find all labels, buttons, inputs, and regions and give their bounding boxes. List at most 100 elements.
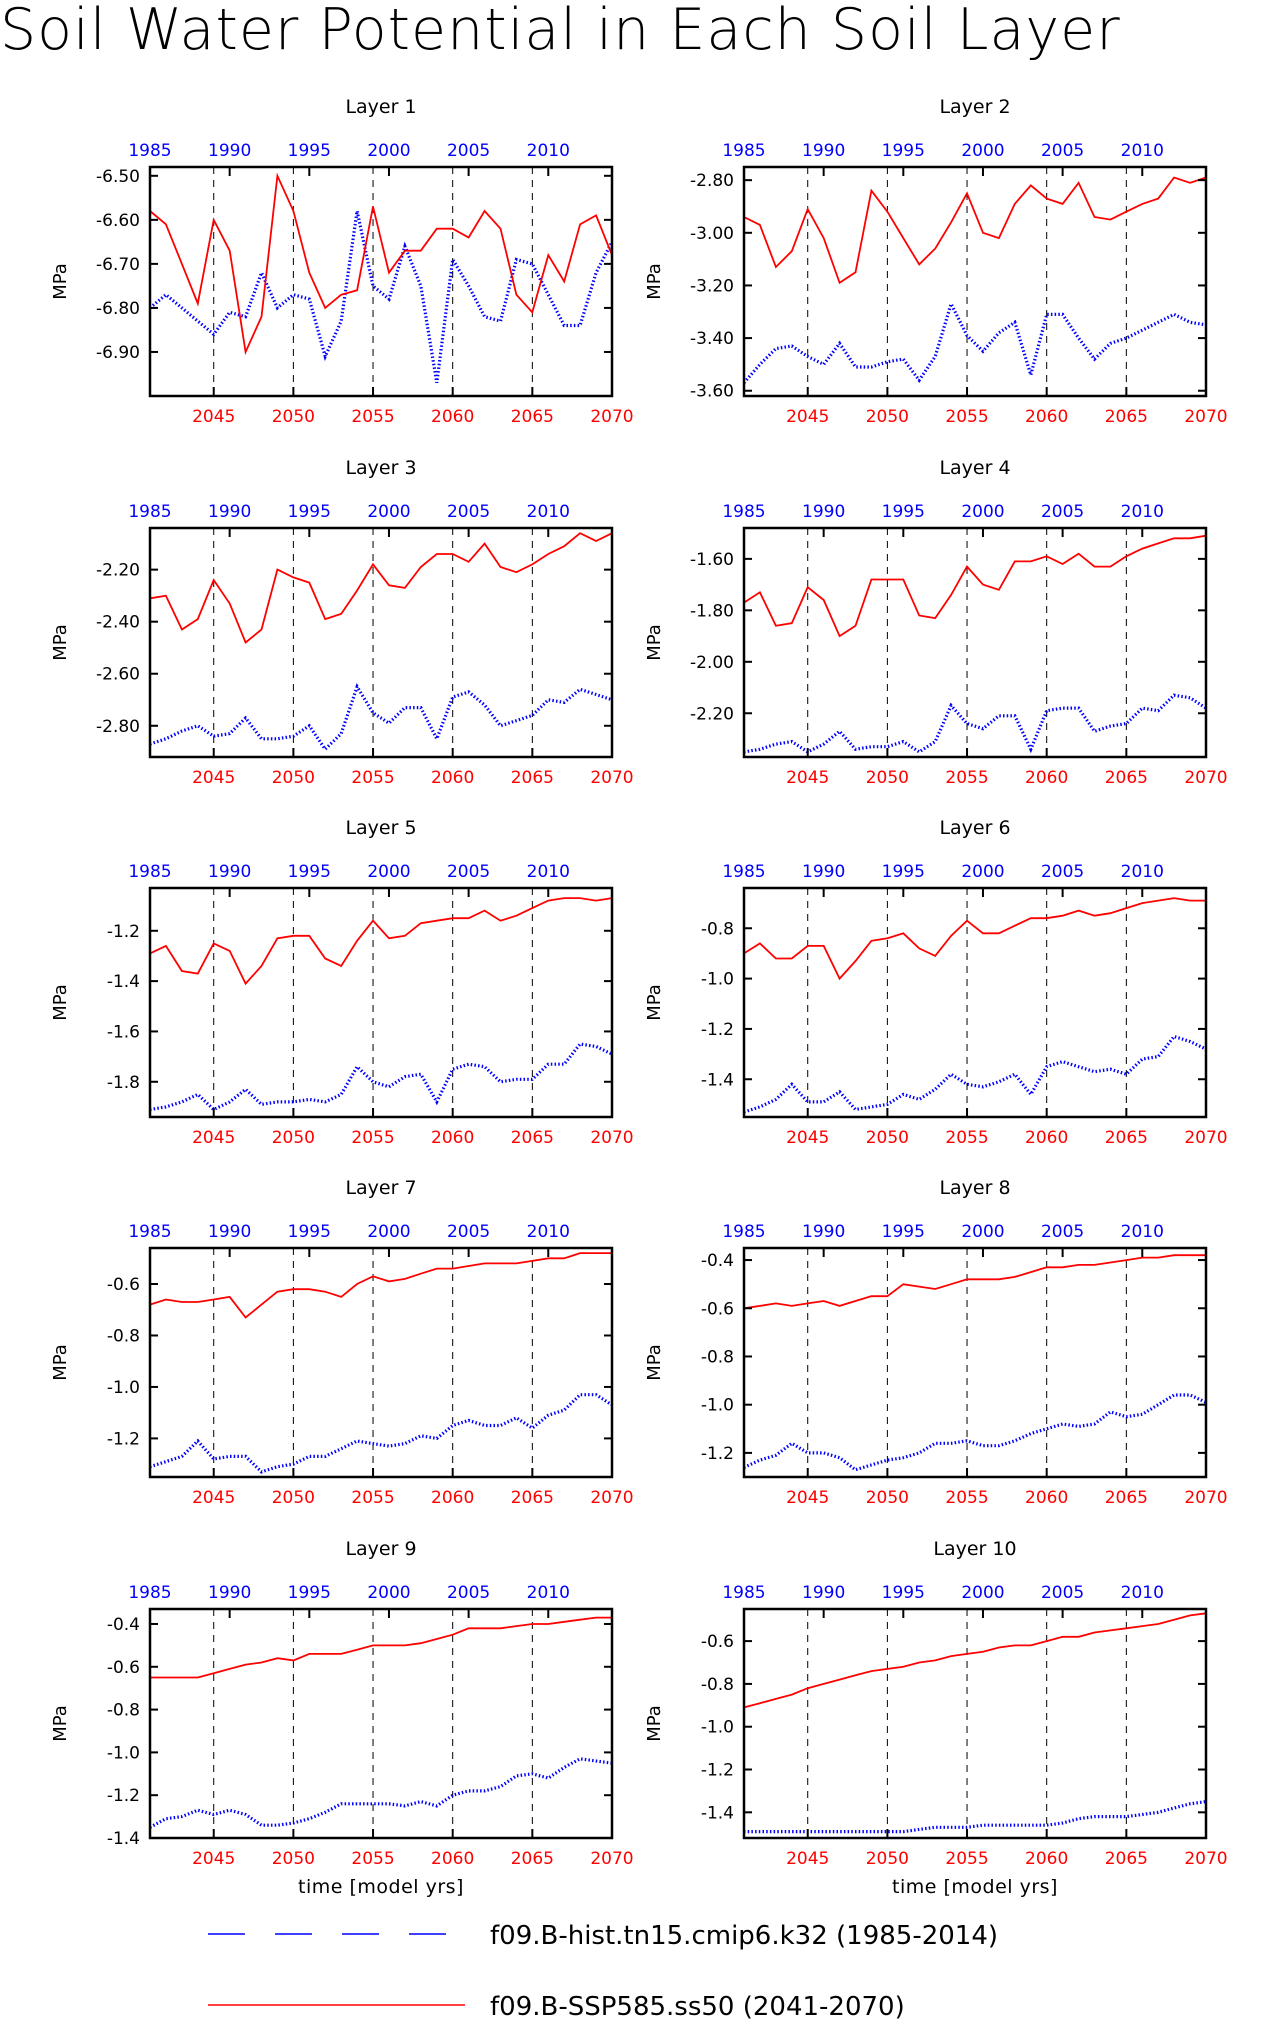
xtick-label-top: 1990 [802,1222,845,1242]
xtick-label-top: 1985 [128,141,171,161]
series-line-ssp [149,532,613,644]
xtick-label-top: 2010 [1121,1222,1164,1242]
ytick-label: -1.2 [701,1020,734,1040]
xtick-label-bottom: 2060 [431,768,474,788]
series-line-hist [743,1393,1207,1472]
xtick-label-bottom: 2070 [590,768,633,788]
ytick-label: -1.80 [690,601,734,621]
plot-frame [148,526,614,759]
xtick-label-bottom: 2065 [1105,1488,1148,1508]
ytick-label: -6.60 [96,211,140,231]
xtick-label-top: 2010 [527,1222,570,1242]
xtick-label-top: 2005 [447,1222,490,1242]
xtick-label-top: 2005 [1041,1222,1084,1242]
xtick-label-top: 1995 [288,141,331,161]
xtick-label-top: 1990 [208,862,251,882]
xtick-label-bottom: 2060 [431,407,474,427]
xtick-label-top: 2000 [961,862,1004,882]
xtick-label-bottom: 2045 [192,407,235,427]
series-line-ssp [743,534,1207,638]
xtick-label-top: 1990 [802,1583,845,1603]
xtick-label-bottom: 2045 [786,768,829,788]
ytick-label: -1.4 [107,1829,140,1849]
ytick-label: -1.2 [107,1786,140,1806]
ytick-label: -1.0 [701,1718,734,1738]
ytick-label: -0.8 [107,1701,140,1721]
xtick-label-bottom: 2070 [1184,1128,1227,1148]
ytick-label: -2.80 [690,171,734,191]
y-axis-label: MPa [50,624,71,661]
panel-title: Layer 2 [939,96,1010,118]
xtick-label-bottom: 2045 [192,1488,235,1508]
ytick-label: -1.6 [107,1022,140,1042]
xtick-label-bottom: 2050 [272,768,315,788]
xtick-label-bottom: 2060 [1025,1488,1068,1508]
panel-layer-5: -1.2 -1.4 -1.6 -1.8 2045 2050 2055 2060 2065 2070… [50,817,634,1148]
xtick-label-top: 1985 [128,502,171,522]
plot-frame [148,1607,614,1840]
xtick-label-top: 2005 [1041,141,1084,161]
series-line-ssp [743,176,1207,285]
ytick-label: -6.50 [96,167,140,187]
xtick-label-bottom: 2060 [431,1128,474,1148]
xtick-label-top: 2000 [367,1222,410,1242]
xtick-label-top: 2005 [1041,1583,1084,1603]
panel-title: Layer 6 [939,817,1010,839]
y-axis-label: MPa [644,1344,665,1381]
ytick-label: -1.4 [107,972,140,992]
xtick-label-top: 1995 [288,862,331,882]
series-line-ssp [743,1254,1206,1310]
ytick-label: -1.2 [107,922,140,942]
xtick-label-top: 1995 [882,141,925,161]
panel-layer-7: -0.6 -0.8 -1.0 -1.2 2045 2050 2055 2060 2065 2070… [50,1177,634,1508]
xtick-label-bottom: 2070 [1184,1488,1227,1508]
ytick-label: -2.20 [96,561,140,581]
ytick-label: -6.80 [96,299,140,319]
xtick-label-top: 1990 [208,141,251,161]
xtick-label-bottom: 2045 [192,1128,235,1148]
series-line-ssp [149,172,613,356]
xtick-label-bottom: 2060 [1025,1128,1068,1148]
xtick-label-top: 1985 [128,1583,171,1603]
series-line-hist [148,210,614,384]
xtick-label-bottom: 2060 [1025,407,1068,427]
xtick-label-top: 1995 [288,1222,331,1242]
xtick-label-bottom: 2050 [866,1128,909,1148]
xtick-label-bottom: 2050 [866,1488,909,1508]
xtick-label-bottom: 2055 [351,1849,394,1869]
ytick-label: -3.60 [690,382,734,402]
xtick-label-top: 1995 [288,502,331,522]
ytick-label: -1.2 [701,1444,734,1464]
xtick-label-top: 1990 [208,1583,251,1603]
ytick-label: -2.20 [690,704,734,724]
xtick-label-top: 2010 [1121,1583,1164,1603]
y-axis-label: MPa [50,984,71,1021]
panel-layer-3: -2.20 -2.40 -2.60 -2.80 2045 2050 2055 2060 2065… [50,457,634,788]
xtick-label-top: 1990 [208,502,251,522]
xtick-label-bottom: 2070 [590,1128,633,1148]
xtick-label-top: 1985 [722,1583,765,1603]
ytick-label: -2.80 [96,717,140,737]
y-axis-label: MPa [50,1344,71,1381]
ytick-label: -2.00 [690,653,734,673]
xtick-label-top: 2010 [527,862,570,882]
series-line-hist [742,299,1207,384]
ytick-label: -0.6 [107,1275,140,1295]
series-line-ssp [149,897,613,986]
xtick-label-top: 2000 [367,502,410,522]
xtick-label-bottom: 2060 [431,1488,474,1508]
series-line-hist [149,1393,613,1474]
ytick-label: -1.4 [701,1803,734,1823]
legend: f09.B-hist.tn15.cmip6.k32 (1985-2014) f09… [208,1921,998,2022]
legend-label-2: f09.B-SSP585.ss50 (2041-2070) [490,1992,905,2022]
xtick-label-bottom: 2050 [272,1128,315,1148]
plot-frame [148,1246,614,1479]
panel-title: Layer 9 [345,1538,416,1560]
xtick-label-bottom: 2050 [866,768,909,788]
xtick-label-bottom: 2055 [945,1488,988,1508]
xtick-label-bottom: 2055 [945,1849,988,1869]
y-axis-label: MPa [644,263,665,300]
ytick-label: -3.40 [690,329,734,349]
ytick-label: -1.0 [107,1743,140,1763]
panel-title: Layer 7 [345,1177,416,1199]
